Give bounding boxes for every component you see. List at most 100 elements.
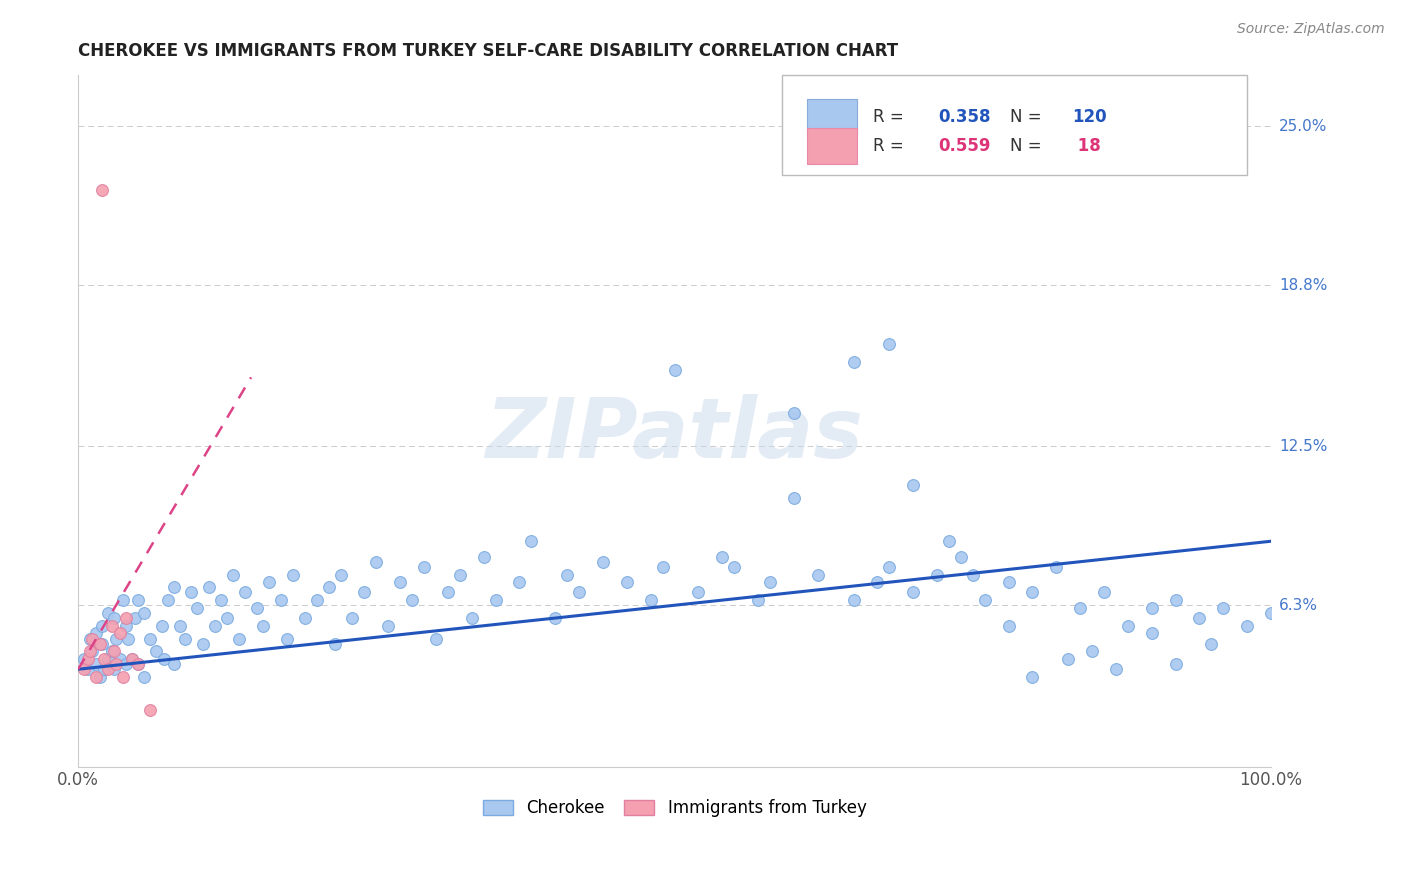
Text: ZIPatlas: ZIPatlas (485, 394, 863, 475)
Point (925, 567, 948, 582)
Point (866, 575, 889, 590)
Point (73, 662, 96, 676)
Point (198, 580, 221, 594)
Point (89, 637, 111, 651)
Point (89, 670, 111, 684)
Point (97, 652, 120, 666)
Point (174, 632, 197, 646)
Point (84, 657, 107, 672)
Point (100, 644, 122, 658)
Point (108, 652, 131, 666)
Point (138, 632, 160, 646)
Text: 25.0%: 25.0% (1279, 119, 1327, 134)
Point (1188, 611, 1211, 625)
Point (114, 618, 136, 632)
Point (233, 585, 256, 599)
Point (132, 670, 155, 684)
Point (1021, 670, 1043, 684)
Point (688, 585, 710, 599)
Point (100, 618, 122, 632)
Point (150, 618, 173, 632)
Point (169, 618, 191, 632)
Point (108, 626, 131, 640)
Point (389, 575, 412, 590)
Point (1140, 626, 1163, 640)
Text: N =: N = (1010, 108, 1046, 126)
Point (84, 670, 107, 684)
Point (342, 611, 364, 625)
Point (323, 637, 346, 651)
Point (156, 593, 179, 607)
Point (1069, 600, 1091, 615)
Point (842, 355, 865, 369)
Point (568, 585, 591, 599)
Point (877, 337, 900, 351)
Point (1081, 644, 1104, 658)
Point (544, 611, 567, 625)
Point (555, 567, 578, 582)
Point (82, 632, 104, 646)
Point (127, 657, 149, 672)
Text: R =: R = (873, 136, 908, 154)
Point (193, 637, 215, 651)
Point (783, 491, 806, 505)
Point (93, 652, 115, 666)
Text: 6.3%: 6.3% (1279, 598, 1319, 613)
Text: 18.8%: 18.8% (1279, 277, 1327, 293)
Point (103, 644, 125, 658)
Text: N =: N = (1010, 136, 1046, 154)
Point (103, 611, 125, 625)
Point (1021, 585, 1043, 599)
Point (73, 652, 96, 666)
Text: 12.5%: 12.5% (1279, 439, 1327, 454)
Point (877, 559, 900, 574)
Point (124, 611, 146, 625)
Point (76, 662, 98, 676)
Point (294, 611, 316, 625)
Point (162, 580, 184, 594)
Point (79, 632, 101, 646)
Point (1045, 559, 1067, 574)
Point (807, 567, 830, 582)
Point (91, 183, 114, 197)
Point (616, 575, 638, 590)
Point (353, 585, 375, 599)
Point (1164, 657, 1187, 672)
Point (114, 657, 136, 672)
FancyBboxPatch shape (807, 128, 858, 164)
Point (121, 652, 143, 666)
FancyBboxPatch shape (782, 75, 1247, 176)
Point (127, 593, 149, 607)
Point (1212, 600, 1234, 615)
Text: CHEROKEE VS IMMIGRANTS FROM TURKEY SELF-CARE DISABILITY CORRELATION CHART: CHEROKEE VS IMMIGRANTS FROM TURKEY SELF-… (79, 42, 898, 60)
Point (1201, 637, 1223, 651)
Point (842, 593, 865, 607)
Point (82, 644, 104, 658)
FancyBboxPatch shape (807, 99, 858, 135)
Point (651, 559, 673, 574)
Point (640, 593, 662, 607)
Point (425, 632, 447, 646)
Point (413, 559, 436, 574)
Point (180, 585, 202, 599)
Point (520, 534, 543, 549)
Point (132, 606, 155, 620)
Point (1140, 600, 1163, 615)
Text: 18: 18 (1071, 136, 1101, 154)
Text: Source: ZipAtlas.com: Source: ZipAtlas.com (1237, 22, 1385, 37)
Point (329, 567, 352, 582)
Point (112, 670, 135, 684)
Point (377, 618, 399, 632)
Point (997, 618, 1019, 632)
Point (222, 567, 245, 582)
Point (114, 611, 136, 625)
Point (270, 593, 292, 607)
Point (228, 632, 250, 646)
Point (257, 575, 280, 590)
Text: 0.559: 0.559 (938, 136, 991, 154)
Point (79, 644, 101, 658)
Point (281, 567, 304, 582)
Point (252, 618, 274, 632)
Text: R =: R = (873, 108, 908, 126)
Point (783, 406, 806, 420)
